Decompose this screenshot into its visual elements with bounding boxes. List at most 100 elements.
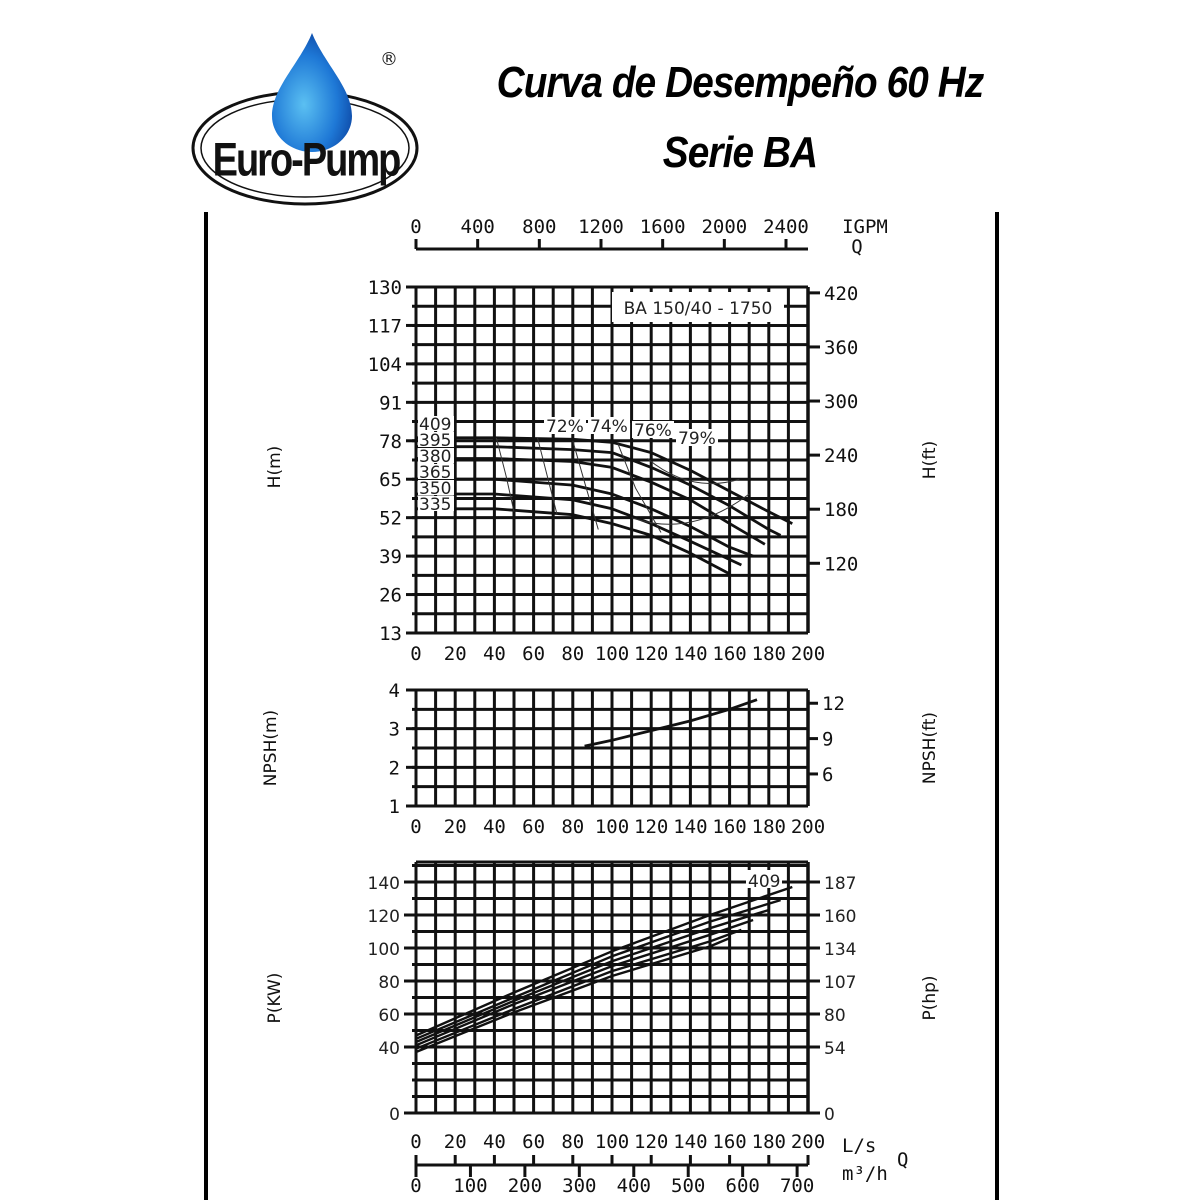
npsh-m-tick: 3 [389, 719, 400, 741]
m3h-tick: 600 [726, 1175, 760, 1197]
power-kw-tick: 100 [368, 940, 400, 960]
ls-tick: 20 [444, 1131, 467, 1153]
power-curve-label: 409 [748, 872, 780, 892]
ls-tick: 140 [673, 1131, 707, 1153]
igpm-tick: 1200 [578, 216, 624, 238]
head-ft-axis-label: H(ft) [920, 441, 940, 479]
flow-tick: 80 [561, 816, 584, 838]
npsh-m-tick: 2 [389, 757, 400, 779]
npsh-ft-tick: 9 [822, 729, 833, 751]
flow-tick: 40 [483, 643, 506, 665]
power-hp-tick: 160 [824, 907, 856, 927]
efficiency-curve [537, 437, 558, 515]
head-m-axis-label: H(m) [265, 446, 285, 489]
head-m-tick: 26 [379, 585, 402, 607]
head-m-tick: 117 [368, 315, 402, 337]
impeller-label: 395 [419, 431, 451, 451]
impeller-label: 409 [419, 415, 451, 435]
model-label: BA 150/40 - 1750 [624, 299, 773, 319]
water-drop-icon [272, 33, 352, 152]
m3h-tick: 300 [562, 1175, 596, 1197]
impeller-label: 365 [419, 463, 451, 483]
power-kw-axis-label: P(KW) [265, 973, 285, 1024]
m3h-tick: 500 [671, 1175, 705, 1197]
flow-tick: 120 [634, 643, 668, 665]
ls-tick: 40 [483, 1131, 506, 1153]
head-m-tick: 104 [368, 354, 402, 376]
head-m-tick: 65 [379, 469, 402, 491]
head-m-tick: 78 [379, 431, 402, 453]
flow-tick: 120 [634, 816, 668, 838]
performance-curve [416, 507, 731, 576]
ls-tick: 180 [752, 1131, 786, 1153]
m3h-tick: 100 [453, 1175, 487, 1197]
ls-tick: 200 [791, 1131, 825, 1153]
page-title: Curva de Desempeño 60 Hz [496, 58, 985, 107]
m3h-unit-label: m³/h [842, 1163, 888, 1185]
igpm-tick: 0 [410, 216, 421, 238]
power-hp-tick: 54 [824, 1039, 846, 1059]
impeller-label: 380 [419, 447, 451, 467]
npsh-m-axis-label: NPSH(m) [261, 710, 281, 786]
head-ft-tick: 180 [824, 499, 858, 521]
performance-curve [416, 492, 742, 567]
head-ft-tick: 360 [824, 337, 858, 359]
flow-tick: 160 [712, 643, 746, 665]
m3h-tick: 700 [780, 1175, 814, 1197]
performance-curve [584, 698, 758, 748]
npsh-m-tick: 4 [389, 680, 400, 702]
efficiency-curve [572, 440, 599, 530]
flow-tick: 0 [410, 816, 421, 838]
efficiency-label: 74% [590, 417, 628, 437]
m3h-tick: 200 [508, 1175, 542, 1197]
ls-tick: 120 [634, 1131, 668, 1153]
power-hp-tick: 107 [824, 973, 856, 993]
igpm-tick: 400 [461, 216, 495, 238]
flow-tick: 140 [673, 643, 707, 665]
impeller-label: 335 [419, 495, 451, 515]
head-m-tick: 52 [379, 508, 402, 530]
performance-curve [415, 898, 781, 1040]
ls-unit-label: L/s [842, 1135, 876, 1157]
power-kw-tick: 120 [368, 907, 400, 927]
head-ft-tick: 420 [824, 283, 858, 305]
model-label-box [612, 292, 784, 322]
flow-tick: 200 [791, 643, 825, 665]
performance-curve [416, 445, 782, 537]
head-ft-tick: 120 [824, 553, 858, 575]
logo-text: Euro-Pump [213, 134, 401, 187]
flow-tick: 0 [410, 643, 421, 665]
efficiency-curve [495, 437, 515, 512]
power-kw-tick: 60 [378, 1006, 400, 1026]
performance-curve [416, 436, 793, 525]
ls-tick: 60 [522, 1131, 545, 1153]
npsh-m-tick: 1 [389, 796, 400, 818]
flow-tick: 20 [444, 643, 467, 665]
performance-curve [415, 908, 770, 1044]
flow-tick: 180 [752, 816, 786, 838]
left-border-line [204, 212, 208, 1200]
flow-tick: 60 [522, 816, 545, 838]
performance-curve [415, 885, 793, 1037]
igpm-tick: 1600 [640, 216, 686, 238]
flow-tick: 20 [444, 816, 467, 838]
efficiency-label: 76% [634, 421, 672, 441]
flow-tick: 180 [752, 643, 786, 665]
q-label: Q [851, 236, 862, 258]
impeller-label: 350 [419, 479, 451, 499]
performance-curve [416, 457, 766, 546]
power-kw-tick: 140 [368, 874, 400, 894]
igpm-tick: 2000 [701, 216, 747, 238]
flow-tick: 40 [483, 816, 506, 838]
euro-pump-logo: Euro-Pump ® [188, 28, 428, 208]
performance-curve [415, 936, 731, 1054]
npsh-ft-axis-label: NPSH(ft) [920, 712, 940, 784]
npsh-ft-tick: 6 [822, 764, 833, 786]
power-kw-tick: 80 [378, 973, 400, 993]
power-hp-tick: 187 [824, 874, 856, 894]
power-hp-axis-label: P(hp) [920, 975, 940, 1020]
igpm-unit-label: IGPM [842, 216, 888, 238]
power-hp-tick: 80 [824, 1006, 846, 1026]
